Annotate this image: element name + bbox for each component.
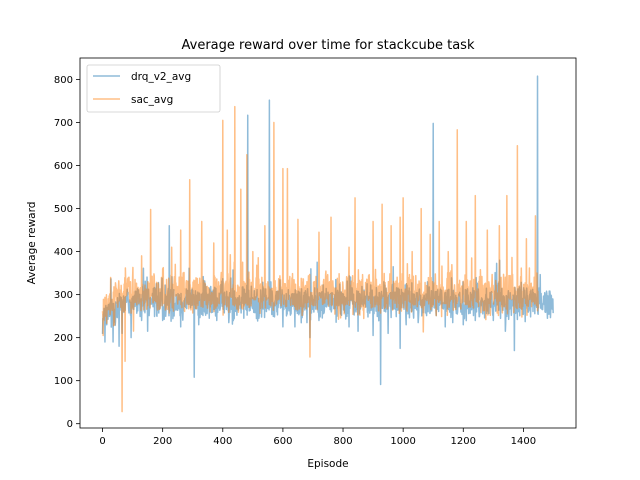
legend-box [86, 64, 221, 113]
plot-area-background [80, 58, 576, 428]
y-tick-label: 100 [54, 376, 73, 387]
x-tick-label: 1000 [390, 436, 415, 447]
plot-frame [79, 57, 577, 429]
x-tick-label: 200 [153, 436, 172, 447]
y-tick-label: 500 [54, 204, 73, 215]
x-axis: 0 200 400 600 800 1000 1200 1400 [99, 428, 536, 447]
x-axis-label: Episode [307, 458, 348, 470]
y-tick-label: 700 [54, 118, 73, 129]
y-tick-label: 200 [54, 333, 73, 344]
x-tick-label: 0 [99, 436, 105, 447]
legend-label-drq-v2-avg: drq_v2_avg [131, 71, 191, 83]
x-tick-label: 800 [333, 436, 352, 447]
legend: drq_v2_avg sac_avg [86, 64, 221, 113]
y-tick-label: 400 [54, 247, 73, 258]
x-tick-label: 1200 [451, 436, 476, 447]
y-tick-label: 800 [54, 75, 73, 86]
x-tick-label: 600 [273, 436, 292, 447]
x-tick-label: 400 [213, 436, 232, 447]
y-tick-label: 600 [54, 161, 73, 172]
chart-title: Average reward over time for stackcube t… [182, 38, 475, 53]
legend-label-sac-avg: sac_avg [131, 94, 173, 106]
x-tick-label: 1400 [511, 436, 536, 447]
y-tick-label: 0 [67, 419, 73, 430]
series-layer [101, 75, 554, 413]
y-axis-label: Average reward [26, 202, 38, 285]
y-tick-label: 300 [54, 290, 73, 301]
series-line-sac-avg [101, 105, 539, 413]
y-axis: 0 100 200 300 400 500 600 700 800 [54, 75, 80, 430]
